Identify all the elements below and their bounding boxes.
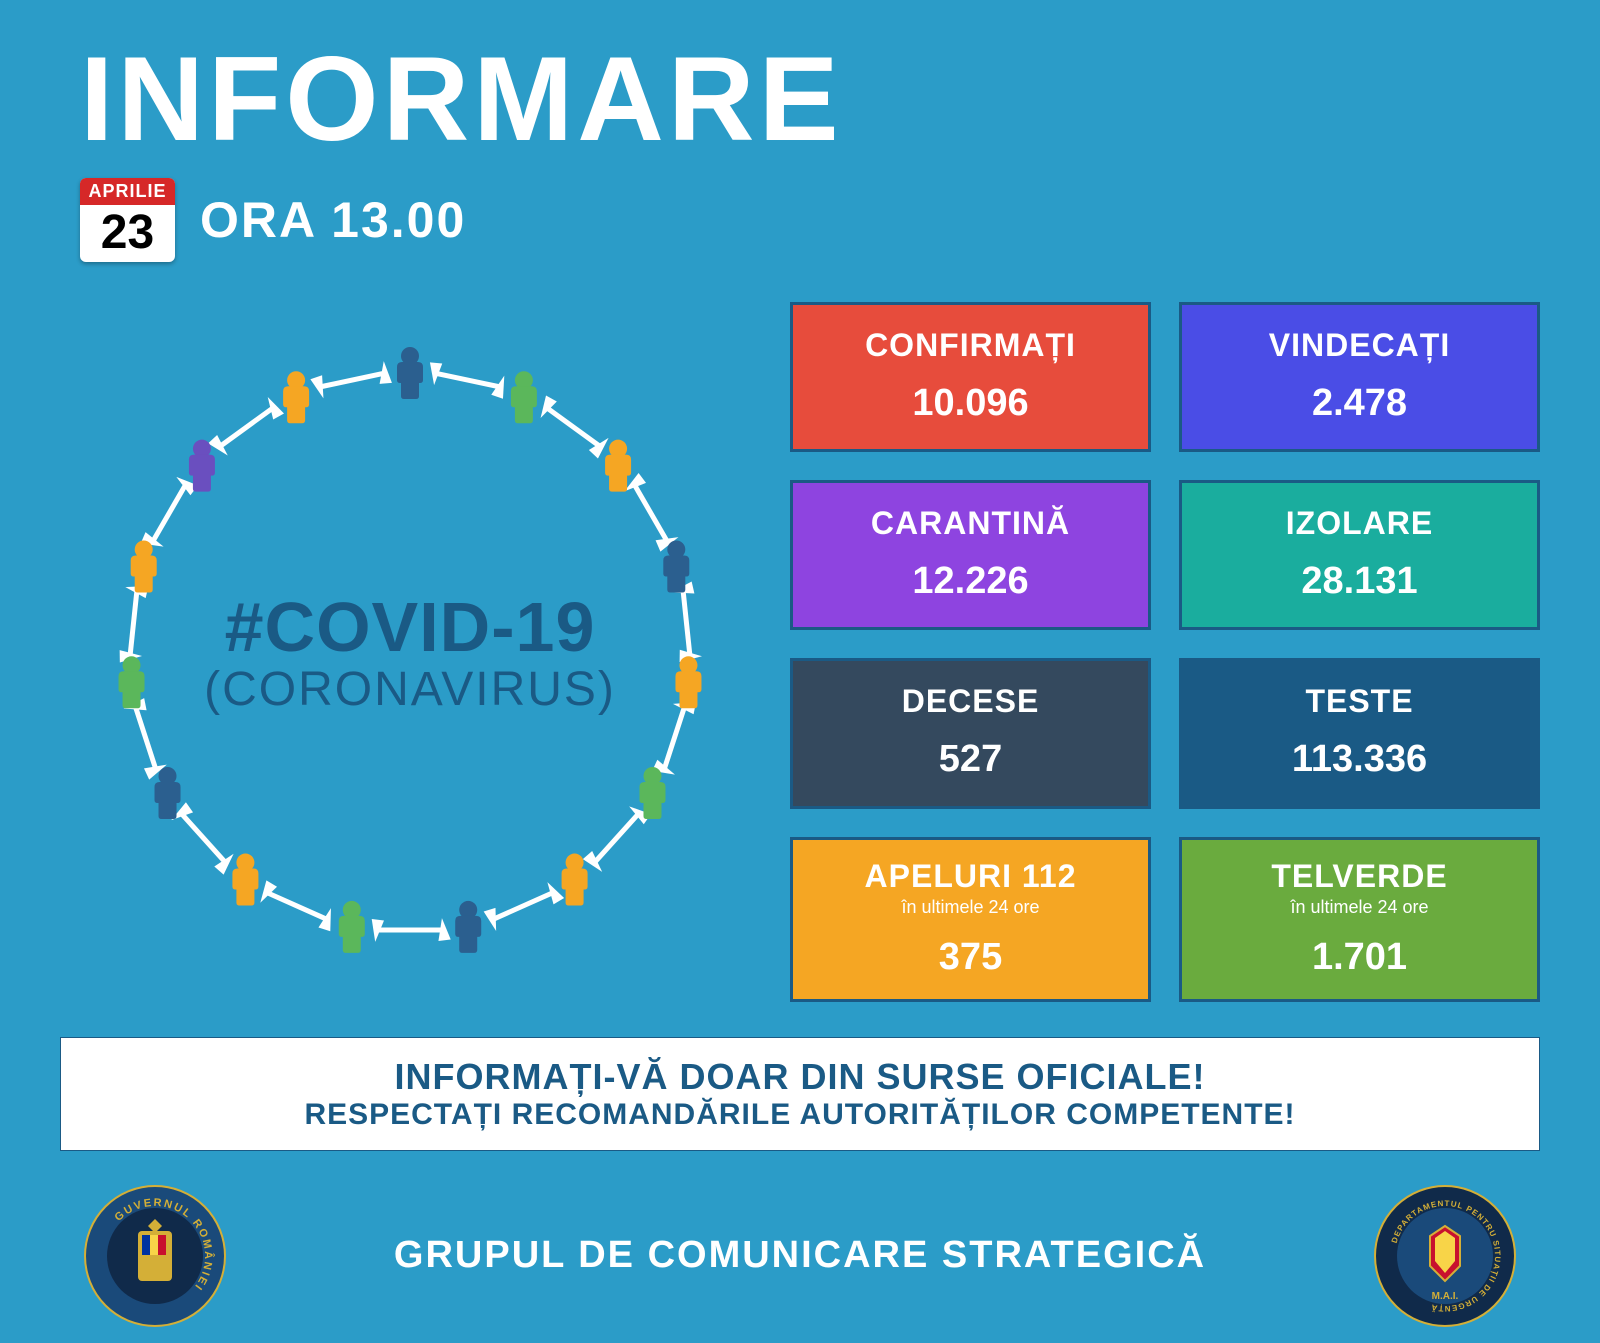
stat-tile-label: CONFIRMAȚI [803,327,1138,364]
stat-tile-sub: în ultimele 24 ore [1192,897,1527,918]
stat-tile: CARANTINĂ 12.226 [790,480,1151,630]
calendar-badge: APRILIE 23 [80,178,175,262]
stat-tile-label: VINDECAȚI [1192,327,1527,364]
covid-circle: #COVID-19 (CORONAVIRUS) [60,302,760,1002]
svg-text:M.A.I.: M.A.I. [1432,1291,1459,1302]
stat-tile-label: CARANTINĂ [803,505,1138,542]
calendar-month: APRILIE [80,178,175,205]
stat-tile-value: 2.478 [1192,382,1527,425]
footer: GUVERNUL ROMÂNIEI GRUPUL DE COMUNICARE S… [0,1151,1600,1331]
stat-tile-value: 1.701 [1192,936,1527,979]
info-banner: INFORMAȚI-VĂ DOAR DIN SURSE OFICIALE! RE… [60,1037,1540,1151]
stat-tile: DECESE 527 [790,658,1151,808]
stat-tile-value: 527 [803,738,1138,781]
stat-tile: APELURI 112în ultimele 24 ore 375 [790,837,1151,1002]
stat-tile-value: 28.131 [1192,560,1527,603]
stat-tile: TESTE 113.336 [1179,658,1540,808]
stat-tile-label: IZOLARE [1192,505,1527,542]
time-label: ORA 13.00 [200,191,466,249]
stat-tile-label: TELVERDE [1192,858,1527,895]
stat-tile-label: APELURI 112 [803,858,1138,895]
crest-left-icon: GUVERNUL ROMÂNIEI [80,1181,230,1331]
stat-tile-value: 10.096 [803,382,1138,425]
page-title: INFORMARE [0,0,1600,178]
stat-tile: VINDECAȚI 2.478 [1179,302,1540,452]
footer-text: GRUPUL DE COMUNICARE STRATEGICĂ [230,1234,1370,1277]
banner-line-2: RESPECTAȚI RECOMANDĂRILE AUTORITĂȚILOR C… [71,1098,1529,1132]
stat-tile-sub: în ultimele 24 ore [803,897,1138,918]
stat-tile-value: 113.336 [1192,738,1527,781]
main-content: #COVID-19 (CORONAVIRUS) CONFIRMAȚI 10.096… [0,262,1600,1002]
stat-tile-label: DECESE [803,683,1138,720]
stat-tile-value: 375 [803,936,1138,979]
stat-tile: TELVERDEîn ultimele 24 ore 1.701 [1179,837,1540,1002]
circle-text: #COVID-19 (CORONAVIRUS) [204,587,616,717]
stat-tile-value: 12.226 [803,560,1138,603]
date-row: APRILIE 23 ORA 13.00 [0,178,1600,262]
crest-right-icon: DEPARTAMENTUL PENTRU SITUAȚII DE URGENȚĂ… [1370,1181,1520,1331]
covid-hashtag: #COVID-19 [204,587,616,667]
covid-subtitle: (CORONAVIRUS) [204,662,616,717]
stat-tile: IZOLARE 28.131 [1179,480,1540,630]
calendar-day: 23 [80,205,175,262]
banner-line-1: INFORMAȚI-VĂ DOAR DIN SURSE OFICIALE! [71,1056,1529,1098]
stat-tile-label: TESTE [1192,683,1527,720]
stats-grid: CONFIRMAȚI 10.096 VINDECAȚI 2.478 CARANTINĂ 1… [790,302,1540,1002]
stat-tile: CONFIRMAȚI 10.096 [790,302,1151,452]
